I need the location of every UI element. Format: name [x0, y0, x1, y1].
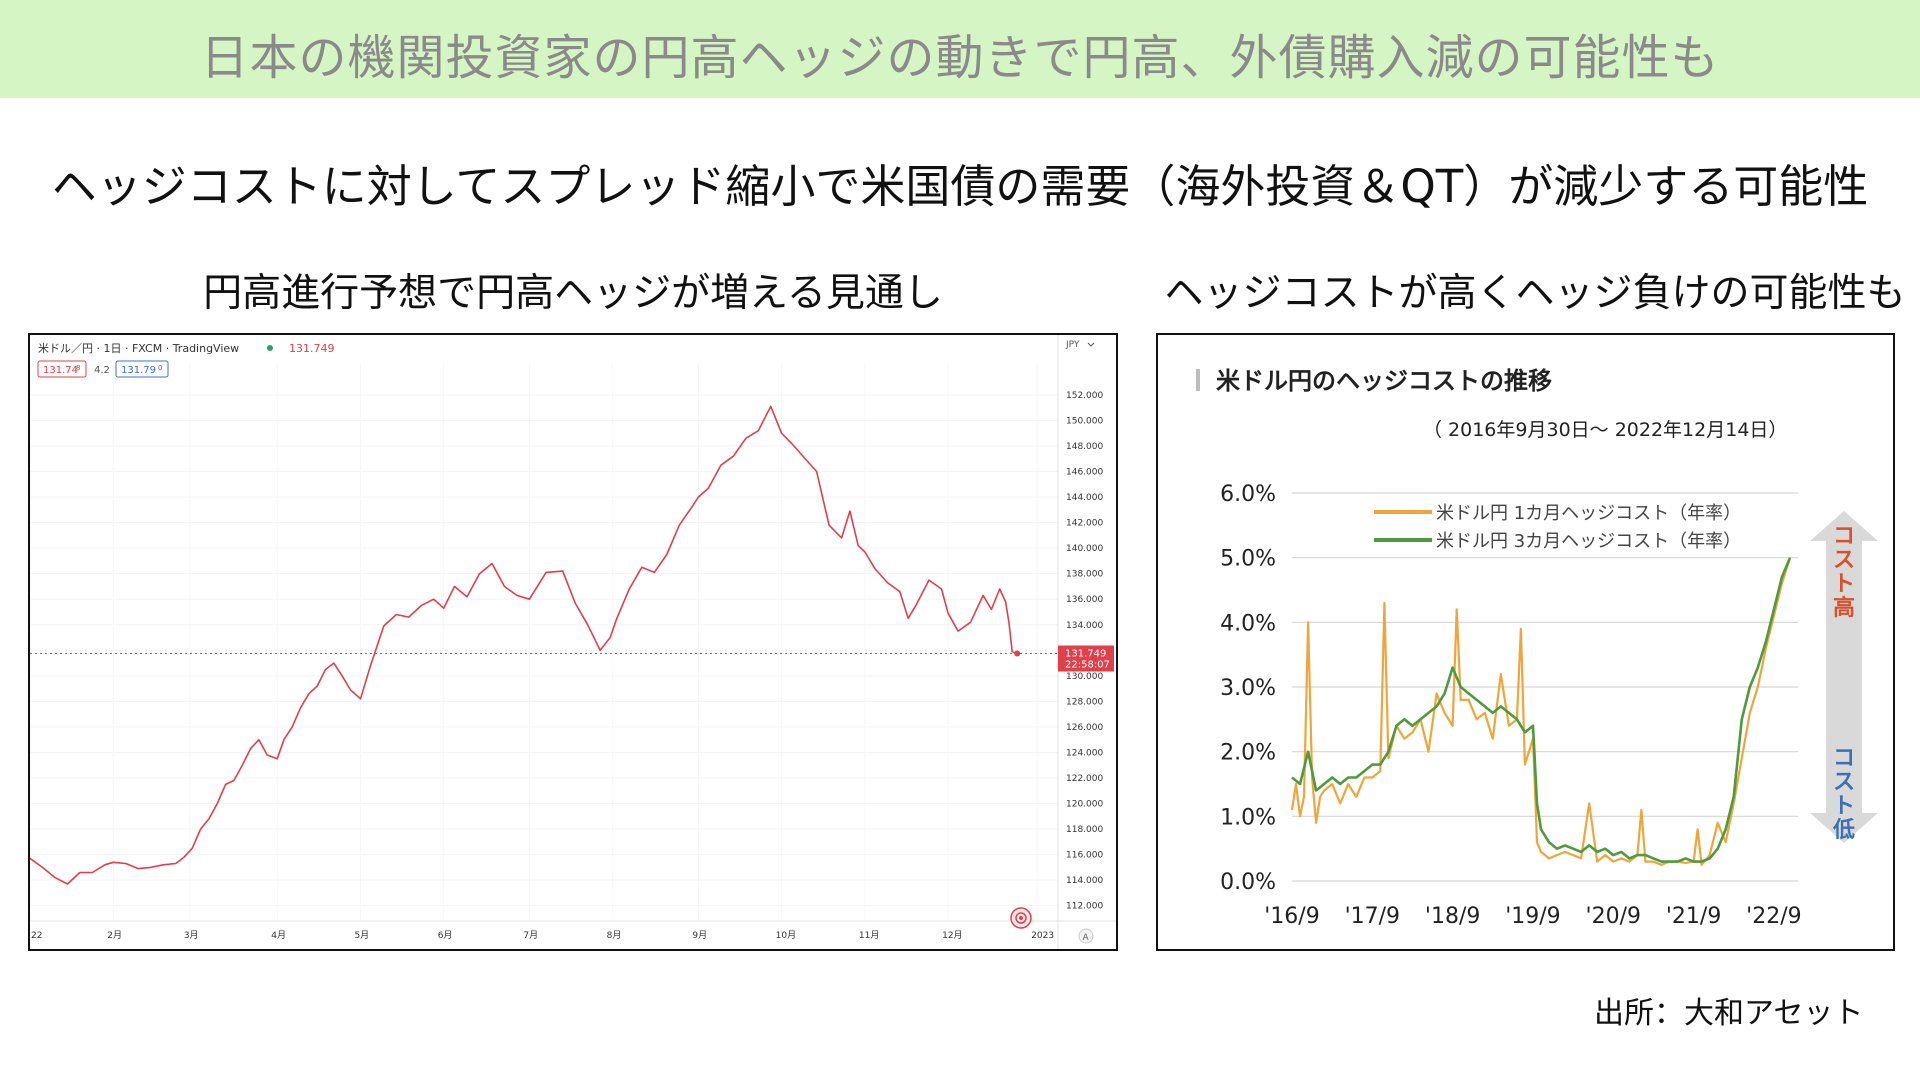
fx-tag-time: 22:58:07 — [1065, 660, 1110, 671]
hc-xtick-label-2: '18/9 — [1425, 904, 1480, 929]
three-month-hedge-cost-line — [1291, 557, 1792, 863]
fx-xtick-label-11: 12月 — [942, 930, 962, 941]
fx-ytick-label-17: 118.000 — [1066, 825, 1103, 835]
fx-ytick-label-11: 130.000 — [1066, 672, 1103, 682]
fx-ytick-label-18: 116.000 — [1066, 851, 1103, 861]
market-open-icon — [267, 345, 273, 351]
title-banner: 日本の機関投資家の円高ヘッジの動きで円高、外債購入減の可能性も — [0, 0, 1920, 98]
fx-grid — [30, 363, 1058, 921]
cost-arrow-icon — [1810, 511, 1878, 843]
fx-ytick-label-9: 134.000 — [1066, 621, 1103, 631]
fx-xtick-label-7: 8月 — [607, 930, 622, 941]
fx-ask-button[interactable] — [115, 360, 169, 378]
fx-ytick-label-3: 146.000 — [1066, 468, 1103, 478]
hc-ytick-label-2: 2.0% — [1220, 741, 1276, 766]
page-subtitle: ヘッジコストに対してスプレッド縮小で米国債の需要（海外投資＆QT）が減少する可能… — [51, 160, 1869, 213]
hc-ytick-label-5: 5.0% — [1220, 547, 1276, 572]
fx-last-point — [1014, 650, 1021, 657]
fx-xtick-label-5: 6月 — [438, 930, 453, 941]
fx-xtick-label-8: 9月 — [692, 930, 707, 941]
fx-price-tag: 131.749 22:58:07 — [1058, 645, 1114, 672]
hc-x-axis: '16/9 '17/9 '18/9 '19/9 '20/9 '21/9 '22/9 — [1264, 904, 1801, 929]
fx-ytick-label-16: 120.000 — [1066, 800, 1103, 810]
source-credit: 出所：大和アセット — [1594, 996, 1864, 1031]
fx-ask-suffix: 0 — [158, 364, 162, 372]
fx-ytick-label-1: 150.000 — [1066, 416, 1103, 426]
cost-low-label: コスト低 — [1832, 746, 1855, 843]
fx-ytick-label-6: 140.000 — [1066, 544, 1103, 554]
fx-bid-value: 131.74 — [43, 365, 78, 376]
hc-grid — [1292, 492, 1798, 882]
hc-xtick-label-3: '19/9 — [1505, 904, 1560, 929]
legend-label-1m: 米ドル円 1カ月ヘッジコスト（年率） — [1436, 503, 1741, 524]
fx-ytick-label-19: 114.000 — [1066, 876, 1103, 886]
auto-scale-label: A — [1083, 933, 1090, 943]
fx-xtick-label-3: 4月 — [271, 930, 286, 941]
banner-title: 日本の機関投資家の円高ヘッジの動きで円高、外債購入減の可能性も — [200, 30, 1720, 86]
usdjpy-chart-frame: 152.000 150.000 148.000 146.000 144.000 142.0… — [28, 333, 1118, 951]
fx-symbol-label: 米ドル／円 · 1日 · FXCM · TradingView — [38, 342, 239, 355]
fx-xtick-label-0: 22 — [31, 931, 42, 941]
auto-scale-button[interactable] — [1078, 928, 1094, 944]
chart-title-marker — [1196, 369, 1200, 391]
fx-ytick-label-8: 136.000 — [1066, 595, 1103, 605]
fx-ask-value: 131.79 — [121, 365, 156, 376]
fx-ytick-label-20: 112.000 — [1066, 902, 1103, 912]
fx-ytick-label-0: 152.000 — [1066, 391, 1103, 401]
right-panel-title: ヘッジコストが高くヘッジ負けの可能性も — [1164, 271, 1906, 316]
fx-ytick-label-14: 124.000 — [1066, 748, 1103, 758]
hc-xtick-label-1: '17/9 — [1345, 904, 1400, 929]
fx-ytick-label-2: 148.000 — [1066, 442, 1103, 452]
hc-y-axis: 0.0% 1.0% 2.0% 3.0% 4.0% 5.0% 6.0% — [1220, 482, 1276, 895]
fx-tag-price: 131.749 — [1065, 649, 1106, 660]
hc-chart-title: 米ドル円のヘッジコストの推移 — [1216, 367, 1552, 395]
hedge-cost-chart-frame: 米ドル円のヘッジコストの推移 （ 2016年9月30日～ 2022年12月14日… — [1156, 333, 1895, 951]
fx-xtick-label-4: 5月 — [354, 930, 369, 941]
hc-xtick-label-0: '16/9 — [1264, 904, 1319, 929]
fx-xtick-label-2: 3月 — [184, 930, 199, 941]
one-month-hedge-cost-line — [1290, 557, 1792, 866]
fx-last-value: 131.749 — [289, 342, 335, 355]
hc-ytick-label-6: 6.0% — [1220, 482, 1276, 507]
fx-bid-button[interactable] — [37, 360, 87, 378]
fx-ytick-label-13: 126.000 — [1066, 723, 1103, 733]
fx-xtick-label-9: 10月 — [776, 930, 796, 941]
fx-currency-label: JPY — [1065, 340, 1080, 350]
hc-chart-subtitle: （ 2016年9月30日～ 2022年12月14日） — [1423, 419, 1787, 441]
hc-xtick-label-5: '21/9 — [1666, 904, 1721, 929]
cost-high-label: コスト高 — [1833, 524, 1855, 621]
fx-price-line — [30, 405, 1018, 885]
fx-ytick-label-15: 122.000 — [1066, 774, 1103, 784]
hc-xtick-label-4: '20/9 — [1586, 904, 1641, 929]
fx-ytick-label-4: 144.000 — [1066, 493, 1103, 503]
fx-ytick-label-5: 142.000 — [1066, 519, 1103, 529]
fx-xtick-label-1: 2月 — [107, 930, 122, 941]
hc-xtick-label-6: '22/9 — [1746, 904, 1801, 929]
left-panel-title: 円高進行予想で円高ヘッジが増える見通し — [203, 271, 943, 316]
replay-icon[interactable] — [1010, 907, 1032, 929]
hc-ytick-label-0: 0.0% — [1220, 870, 1276, 895]
fx-bid-suffix: 8 — [76, 364, 80, 372]
usdjpy-chart: 152.000 150.000 148.000 146.000 144.000 142.0… — [30, 335, 1116, 949]
fx-ytick-label-12: 128.000 — [1066, 697, 1103, 707]
hc-ytick-label-3: 3.0% — [1220, 676, 1276, 701]
hc-ytick-label-4: 4.0% — [1220, 611, 1276, 636]
fx-xtick-label-6: 7月 — [523, 930, 538, 941]
hedge-cost-chart: 米ドル円のヘッジコストの推移 （ 2016年9月30日～ 2022年12月14日… — [1196, 367, 1878, 929]
hc-ytick-label-1: 1.0% — [1220, 805, 1276, 830]
fx-price-axis: 152.000 150.000 148.000 146.000 144.000 142.0… — [1066, 391, 1103, 912]
fx-ytick-label-7: 138.000 — [1066, 570, 1103, 580]
legend-label-3m: 米ドル円 3カ月ヘッジコスト（年率） — [1436, 531, 1741, 552]
fx-xtick-label-10: 11月 — [859, 930, 879, 941]
fx-spread-value: 4.2 — [94, 365, 110, 376]
fx-time-axis: 22 2月 3月 4月 5月 6月 7月 8月 9月 10月 11月 12月 2023 — [31, 930, 1054, 941]
fx-xtick-label-12: 2023 — [1031, 931, 1054, 941]
currency-dropdown-icon[interactable] — [1087, 342, 1095, 347]
hc-legend: 米ドル円 1カ月ヘッジコスト（年率） 米ドル円 3カ月ヘッジコスト（年率） — [1374, 503, 1741, 552]
